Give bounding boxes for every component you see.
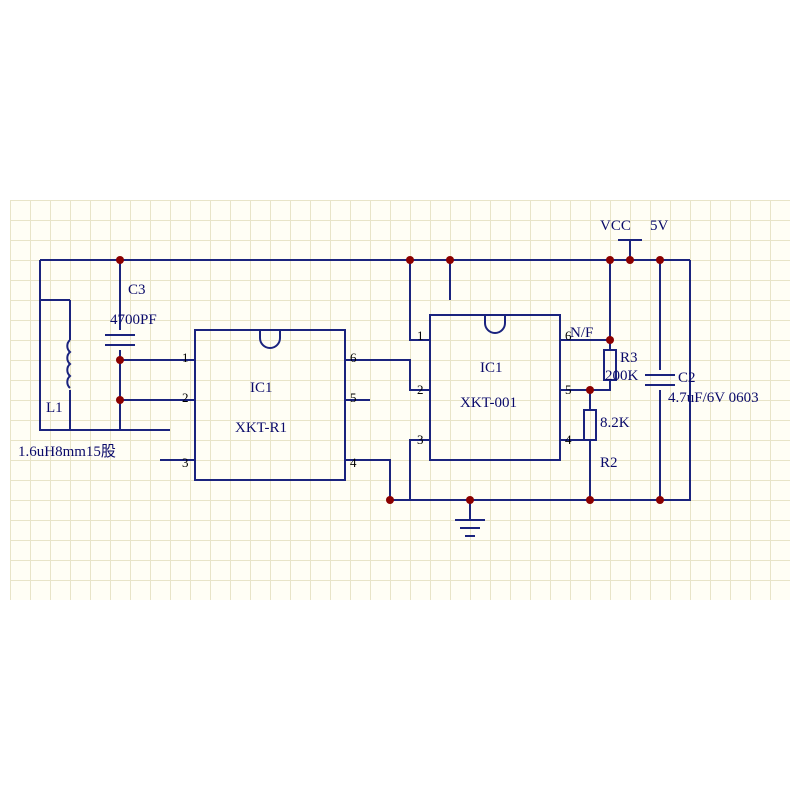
r2-ref: R2 [600, 455, 618, 472]
ic1b-pin5: 5 [565, 382, 572, 398]
nf-label: N/F [570, 325, 593, 342]
ic1a-ref: IC1 [250, 380, 273, 397]
ic1b-ref: IC1 [480, 360, 503, 377]
ic1b-pin1: 1 [417, 328, 424, 344]
l1-value: 1.6uH8mm15股 [18, 440, 116, 461]
vcc-value: 5V [650, 218, 668, 235]
ic1b-pin6: 6 [565, 328, 572, 344]
capacitor-c2 [645, 375, 675, 385]
ic1a-pin5: 5 [350, 390, 357, 406]
ic1-xkt-001 [430, 315, 560, 460]
r3-value: 200K [605, 368, 638, 385]
schematic-canvas: VCC 5V C3 4700PF L1 1.6uH8mm15股 IC1 XKT-… [10, 200, 790, 600]
ic1-xkt-r1 [195, 330, 345, 480]
r3-ref: R3 [620, 350, 638, 367]
c2-value: 4.7uF/6V 0603 [668, 390, 759, 407]
ic1a-pin1: 1 [182, 350, 189, 366]
ic1a-part: XKT-R1 [235, 420, 287, 437]
ic1a-pin6: 6 [350, 350, 357, 366]
ic1a-pin3: 3 [182, 455, 189, 471]
ic1a-pin2: 2 [182, 390, 189, 406]
ic1b-part: XKT-001 [460, 395, 517, 412]
capacitor-c3 [105, 335, 135, 345]
inductor-l1 [67, 340, 70, 388]
ic1b-pin2: 2 [417, 382, 424, 398]
l1-ref: L1 [46, 400, 63, 417]
ic1b-pin4: 4 [565, 432, 572, 448]
resistor-r2 [584, 410, 596, 440]
c3-ref: C3 [128, 282, 146, 299]
r2-value: 8.2K [600, 415, 630, 432]
c3-value: 4700PF [110, 312, 157, 329]
ic1a-pin4: 4 [350, 455, 357, 471]
ic1b-pin3: 3 [417, 432, 424, 448]
vcc-label: VCC [600, 218, 631, 235]
c2-ref: C2 [678, 370, 696, 387]
